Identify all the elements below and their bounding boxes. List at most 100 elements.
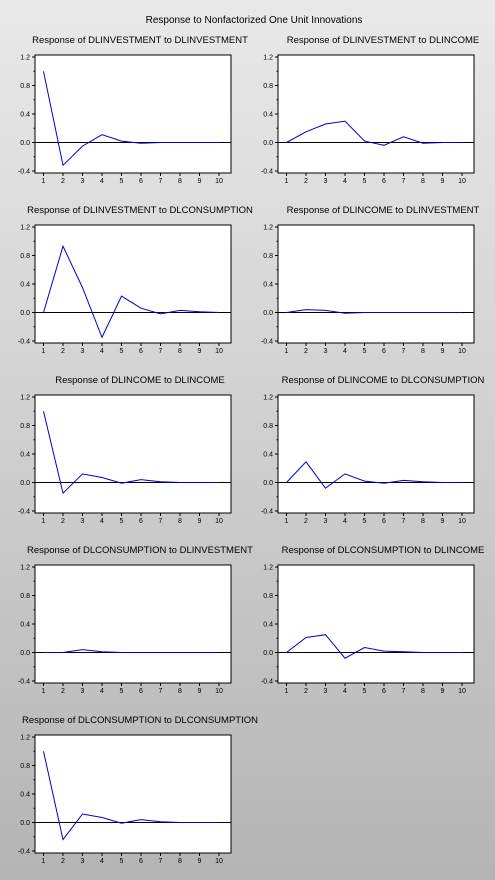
x-tick-label: 4 bbox=[343, 518, 347, 525]
x-tick-label: 10 bbox=[215, 688, 223, 695]
response-line bbox=[43, 71, 219, 167]
panel-title: Response of DLCONSUMPTION to DLCONSUMPTI… bbox=[22, 715, 258, 726]
x-tick-label: 1 bbox=[42, 518, 46, 525]
x-tick-label: 8 bbox=[178, 858, 182, 865]
x-tick-label: 9 bbox=[441, 348, 445, 355]
panel-title: Response of DLINCOME to DLCONSUMPTION bbox=[282, 375, 485, 386]
y-tick-label: 0.4 bbox=[263, 452, 273, 459]
y-tick-label: -0.4 bbox=[18, 169, 30, 176]
response-line bbox=[43, 751, 219, 841]
x-tick-label: 8 bbox=[178, 688, 182, 695]
x-tick-label: 1 bbox=[42, 688, 46, 695]
x-tick-label: 1 bbox=[42, 348, 46, 355]
x-tick-label: 6 bbox=[139, 518, 143, 525]
plot-area bbox=[277, 224, 475, 344]
panel-title: Response of DLINCOME to DLINCOME bbox=[55, 375, 224, 386]
x-tick-label: 7 bbox=[159, 348, 163, 355]
y-tick-label: 0.8 bbox=[263, 83, 273, 90]
x-tick-label: 8 bbox=[421, 518, 425, 525]
y-tick-label: 0.0 bbox=[20, 310, 30, 317]
y-tick-label: 1.2 bbox=[263, 565, 273, 572]
figure-title: Response to Nonfactorized One Unit Innov… bbox=[146, 15, 363, 26]
y-tick-label: 0.4 bbox=[20, 452, 30, 459]
x-tick-label: 2 bbox=[304, 178, 308, 185]
x-tick-label: 10 bbox=[215, 178, 223, 185]
x-tick-label: 2 bbox=[61, 688, 65, 695]
y-tick-label: 0.4 bbox=[263, 282, 273, 289]
x-tick-label: 3 bbox=[324, 178, 328, 185]
x-tick-label: 9 bbox=[441, 688, 445, 695]
x-tick-label: 7 bbox=[402, 518, 406, 525]
x-tick-label: 4 bbox=[343, 688, 347, 695]
x-tick-label: 2 bbox=[304, 348, 308, 355]
response-line bbox=[286, 634, 462, 659]
x-tick-label: 6 bbox=[382, 688, 386, 695]
plot-area bbox=[34, 734, 232, 854]
x-tick-label: 4 bbox=[100, 348, 104, 355]
x-tick-label: 6 bbox=[139, 178, 143, 185]
x-tick-label: 8 bbox=[421, 178, 425, 185]
x-tick-label: 9 bbox=[198, 178, 202, 185]
x-tick-label: 8 bbox=[178, 348, 182, 355]
x-tick-label: 3 bbox=[81, 688, 85, 695]
response-line bbox=[43, 411, 219, 495]
y-tick-label: 0.8 bbox=[20, 593, 30, 600]
x-tick-label: 10 bbox=[458, 348, 466, 355]
y-tick-label: -0.4 bbox=[261, 679, 273, 686]
y-tick-label: 1.2 bbox=[263, 395, 273, 402]
response-line bbox=[43, 649, 219, 653]
x-tick-label: 9 bbox=[198, 858, 202, 865]
x-tick-label: 10 bbox=[458, 688, 466, 695]
x-tick-label: 10 bbox=[215, 858, 223, 865]
x-tick-label: 1 bbox=[285, 518, 289, 525]
y-tick-label: 1.2 bbox=[20, 735, 30, 742]
x-tick-label: 2 bbox=[61, 858, 65, 865]
y-tick-label: 0.0 bbox=[263, 310, 273, 317]
y-tick-label: 0.8 bbox=[20, 253, 30, 260]
y-tick-label: 1.2 bbox=[20, 565, 30, 572]
x-tick-label: 3 bbox=[81, 518, 85, 525]
x-tick-label: 4 bbox=[100, 518, 104, 525]
x-tick-label: 7 bbox=[159, 518, 163, 525]
chart-panel: Response of DLINVESTMENT to DLINCOME 1.2 0… bbox=[261, 35, 479, 185]
response-line bbox=[286, 461, 462, 489]
response-line bbox=[286, 120, 462, 146]
chart-panel: Response of DLINVESTMENT to DLCONSUMPTIO… bbox=[18, 205, 253, 355]
x-tick-label: 3 bbox=[324, 688, 328, 695]
plot-area bbox=[277, 54, 475, 174]
y-tick-label: -0.4 bbox=[261, 169, 273, 176]
x-tick-label: 3 bbox=[81, 858, 85, 865]
x-tick-label: 8 bbox=[178, 178, 182, 185]
y-tick-label: 1.2 bbox=[263, 55, 273, 62]
plot-area bbox=[34, 394, 232, 514]
panel-title: Response of DLINVESTMENT to DLINCOME bbox=[287, 35, 480, 46]
y-tick-label: 0.4 bbox=[263, 622, 273, 629]
x-tick-label: 9 bbox=[198, 518, 202, 525]
x-tick-label: 9 bbox=[198, 348, 202, 355]
x-tick-label: 4 bbox=[100, 688, 104, 695]
x-tick-label: 5 bbox=[120, 178, 124, 185]
x-tick-label: 6 bbox=[382, 348, 386, 355]
x-tick-label: 3 bbox=[324, 518, 328, 525]
x-tick-label: 5 bbox=[120, 518, 124, 525]
x-tick-label: 1 bbox=[285, 178, 289, 185]
x-tick-label: 2 bbox=[304, 518, 308, 525]
y-tick-label: 0.0 bbox=[263, 650, 273, 657]
x-tick-label: 5 bbox=[363, 348, 367, 355]
x-tick-label: 5 bbox=[363, 178, 367, 185]
x-tick-label: 9 bbox=[198, 688, 202, 695]
plot-area bbox=[34, 564, 232, 684]
x-tick-label: 1 bbox=[285, 688, 289, 695]
chart-panel: Response of DLCONSUMPTION to DLCONSUMPTI… bbox=[18, 715, 258, 865]
y-tick-label: 0.4 bbox=[263, 112, 273, 119]
y-tick-label: 0.4 bbox=[20, 282, 30, 289]
x-tick-label: 6 bbox=[139, 348, 143, 355]
y-tick-label: -0.4 bbox=[18, 339, 30, 346]
y-tick-label: 0.0 bbox=[20, 650, 30, 657]
chart-panel: Response of DLCONSUMPTION to DLINCOME 1.2… bbox=[261, 545, 484, 695]
y-tick-label: 0.8 bbox=[263, 423, 273, 430]
x-tick-label: 4 bbox=[100, 858, 104, 865]
y-tick-label: 0.8 bbox=[20, 83, 30, 90]
